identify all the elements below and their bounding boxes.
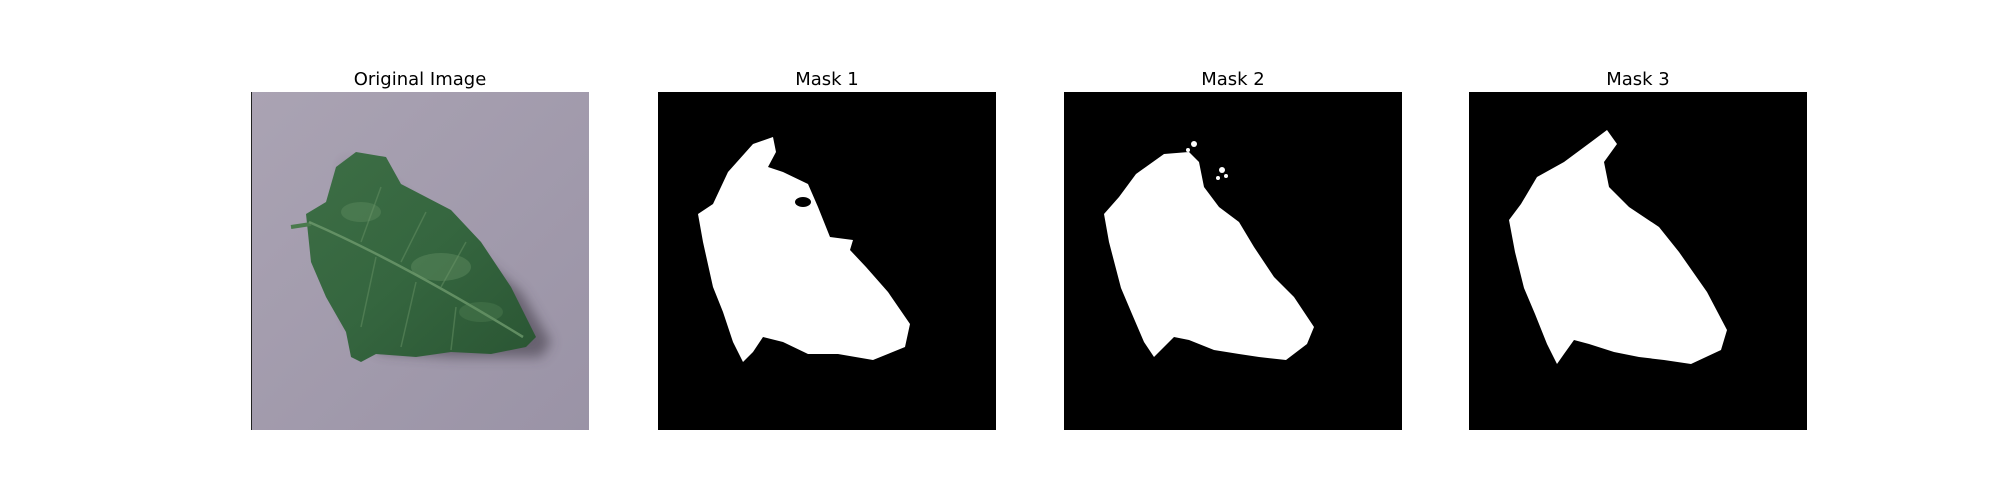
leaf-mask [1064, 92, 1402, 430]
leaf-mask [658, 92, 996, 430]
mask-foreground [1104, 152, 1314, 360]
panel-title: Original Image [353, 69, 487, 90]
mask-foreground [698, 137, 910, 362]
leaf-veins [360, 186, 467, 351]
leaf-photo [251, 92, 589, 430]
mask-foreground [1509, 130, 1727, 364]
panel-title: Mask 2 [1201, 69, 1265, 90]
leaf-midrib [308, 220, 524, 339]
leaf-stem [290, 222, 312, 229]
panel-title: Mask 3 [1606, 69, 1670, 90]
panel-title: Mask 1 [795, 69, 859, 90]
leaf-mask [1469, 92, 1807, 430]
